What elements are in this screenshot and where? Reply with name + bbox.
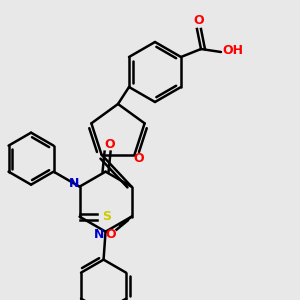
Text: N: N xyxy=(68,177,79,190)
Text: N: N xyxy=(94,228,105,241)
Text: O: O xyxy=(104,138,115,151)
Text: OH: OH xyxy=(223,44,244,56)
Text: O: O xyxy=(105,228,116,241)
Text: S: S xyxy=(102,210,111,223)
Text: O: O xyxy=(133,152,144,165)
Text: O: O xyxy=(194,14,204,28)
